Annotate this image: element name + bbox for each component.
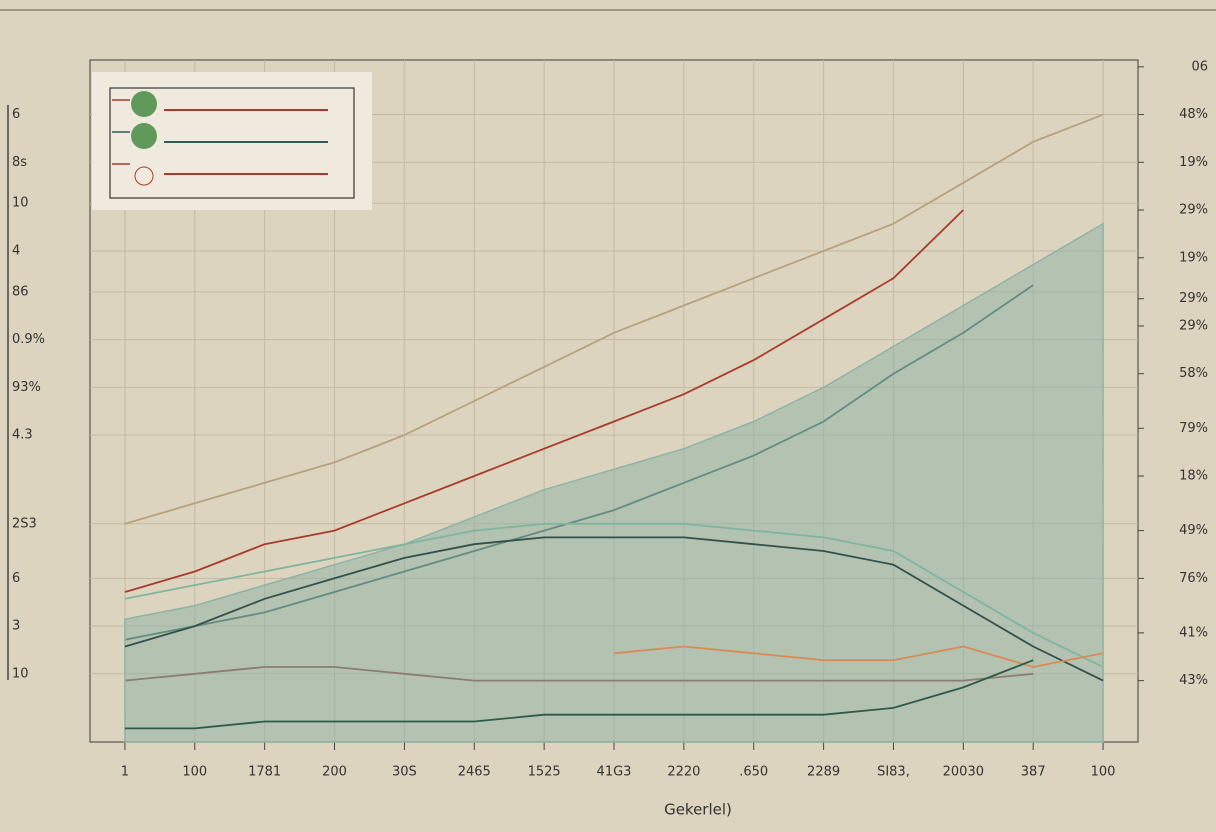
x-tick-label: 1781: [248, 765, 281, 780]
legend-frame: [109, 87, 355, 199]
x-tick-label: 1525: [528, 765, 561, 780]
y2-tick-label: 29%: [1179, 291, 1208, 306]
y-tick-label: 93%: [12, 380, 41, 395]
x-tick-label: .650: [739, 765, 768, 780]
y-tick-label: 8s: [12, 155, 27, 170]
x-tick-label: 200: [322, 765, 347, 780]
x-tick-label: 2220: [667, 765, 700, 780]
legend-swatch: [131, 91, 157, 117]
x-tick-label: 1: [121, 765, 129, 780]
x-tick-label: 30S: [392, 765, 417, 780]
series-line: [124, 536, 1104, 682]
x-tick-label: 2465: [458, 765, 491, 780]
y-tick-label: 4.3: [12, 428, 33, 443]
legend-swatch: [134, 166, 154, 186]
y-tick-label: 4: [12, 243, 20, 258]
area: [124, 222, 1104, 743]
y-tick-label: 10: [12, 666, 29, 681]
y2-tick-label: 06: [1191, 59, 1208, 74]
y-tick-label: 0.9%: [12, 332, 45, 347]
x-axis-title: Gekerlel): [664, 801, 732, 819]
y2-tick-label: 29%: [1179, 203, 1208, 218]
y2-tick-label: 29%: [1179, 318, 1208, 333]
y2-tick-label: 41%: [1179, 625, 1208, 640]
y-tick-label: 10: [12, 196, 29, 211]
series-line: [613, 645, 1104, 668]
series-line: [124, 522, 1104, 668]
y2-tick-label: 43%: [1179, 673, 1208, 688]
series-line: [124, 209, 964, 593]
series-line: [124, 659, 1034, 730]
y-tick-label: 6: [12, 571, 20, 586]
y2-tick-label: 76%: [1179, 571, 1208, 586]
y2-tick-label: 18%: [1179, 469, 1208, 484]
y2-tick-label: 79%: [1179, 421, 1208, 436]
y-tick-label: 6: [12, 107, 20, 122]
x-tick-label: SI83,: [877, 765, 910, 780]
y2-tick-label: 49%: [1179, 523, 1208, 538]
y-tick-label: 3: [12, 619, 20, 634]
y-tick-label: 2S3: [12, 516, 37, 531]
x-tick-label: 100: [1091, 765, 1116, 780]
y-tick-label: 86: [12, 284, 29, 299]
x-tick-label: 20030: [943, 765, 984, 780]
x-tick-label: 387: [1021, 765, 1046, 780]
x-tick-label: 100: [182, 765, 207, 780]
x-tick-label: 41G3: [597, 765, 632, 780]
series-line: [124, 113, 1104, 525]
y2-tick-label: 19%: [1179, 250, 1208, 265]
y2-tick-label: 19%: [1179, 155, 1208, 170]
y2-tick-label: 48%: [1179, 107, 1208, 122]
y2-tick-label: 58%: [1179, 366, 1208, 381]
x-tick-label: 2289: [807, 765, 840, 780]
legend-swatch: [131, 123, 157, 149]
